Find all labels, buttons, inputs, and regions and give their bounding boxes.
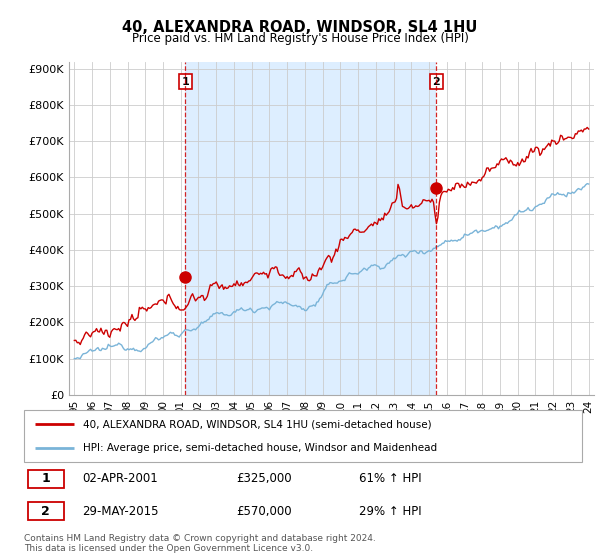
Text: 29-MAY-2015: 29-MAY-2015 bbox=[83, 505, 159, 517]
Text: £570,000: £570,000 bbox=[236, 505, 292, 517]
FancyBboxPatch shape bbox=[28, 502, 64, 520]
Text: 1: 1 bbox=[181, 77, 189, 86]
Text: 2: 2 bbox=[41, 505, 50, 517]
Text: 40, ALEXANDRA ROAD, WINDSOR, SL4 1HU: 40, ALEXANDRA ROAD, WINDSOR, SL4 1HU bbox=[122, 20, 478, 35]
FancyBboxPatch shape bbox=[28, 470, 64, 488]
Text: 02-APR-2001: 02-APR-2001 bbox=[83, 473, 158, 486]
Text: 1: 1 bbox=[41, 473, 50, 486]
Text: £325,000: £325,000 bbox=[236, 473, 292, 486]
Text: 40, ALEXANDRA ROAD, WINDSOR, SL4 1HU (semi-detached house): 40, ALEXANDRA ROAD, WINDSOR, SL4 1HU (se… bbox=[83, 419, 431, 430]
Text: 29% ↑ HPI: 29% ↑ HPI bbox=[359, 505, 421, 517]
Text: Contains HM Land Registry data © Crown copyright and database right 2024.
This d: Contains HM Land Registry data © Crown c… bbox=[24, 534, 376, 553]
Text: HPI: Average price, semi-detached house, Windsor and Maidenhead: HPI: Average price, semi-detached house,… bbox=[83, 443, 437, 453]
Text: 61% ↑ HPI: 61% ↑ HPI bbox=[359, 473, 421, 486]
Text: 2: 2 bbox=[433, 77, 440, 86]
Bar bbox=[185, 62, 436, 395]
FancyBboxPatch shape bbox=[24, 410, 582, 462]
Text: Price paid vs. HM Land Registry's House Price Index (HPI): Price paid vs. HM Land Registry's House … bbox=[131, 32, 469, 45]
